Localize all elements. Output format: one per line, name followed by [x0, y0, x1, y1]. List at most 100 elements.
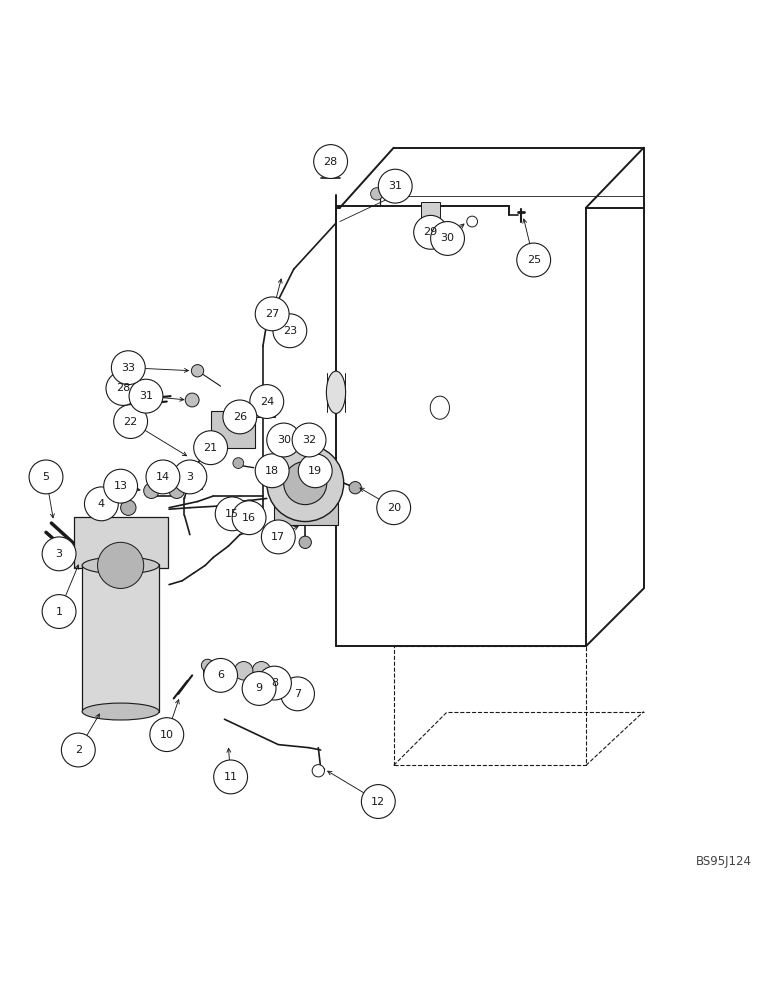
Circle shape: [191, 365, 204, 377]
Circle shape: [414, 215, 448, 249]
Text: 21: 21: [204, 443, 218, 453]
Circle shape: [214, 760, 248, 794]
Text: 19: 19: [308, 466, 322, 476]
Circle shape: [378, 169, 412, 203]
Circle shape: [516, 243, 550, 277]
Circle shape: [292, 423, 326, 457]
Text: 31: 31: [388, 181, 402, 191]
Circle shape: [185, 393, 199, 407]
Ellipse shape: [327, 371, 346, 413]
Circle shape: [223, 400, 257, 434]
Circle shape: [280, 677, 314, 711]
Text: 27: 27: [265, 309, 279, 319]
Text: 15: 15: [225, 509, 239, 519]
Text: 16: 16: [242, 513, 256, 523]
Text: 18: 18: [265, 466, 279, 476]
Text: 32: 32: [302, 435, 317, 445]
Circle shape: [42, 537, 76, 571]
Circle shape: [113, 405, 147, 438]
Circle shape: [250, 385, 283, 418]
Text: 5: 5: [42, 472, 49, 482]
Circle shape: [204, 658, 238, 692]
Bar: [254, 400, 276, 417]
Circle shape: [377, 491, 411, 525]
Circle shape: [313, 145, 347, 178]
Text: 29: 29: [424, 227, 438, 237]
Text: 31: 31: [139, 391, 153, 401]
Ellipse shape: [82, 557, 159, 574]
Circle shape: [283, 462, 327, 505]
Bar: [82, 564, 159, 712]
Circle shape: [258, 666, 291, 700]
Circle shape: [431, 222, 465, 255]
Text: 3: 3: [56, 549, 63, 559]
Circle shape: [150, 718, 184, 752]
Bar: [421, 202, 440, 232]
Text: 23: 23: [283, 326, 297, 336]
Circle shape: [298, 454, 332, 488]
Circle shape: [62, 733, 95, 767]
Circle shape: [169, 483, 185, 498]
Circle shape: [120, 500, 136, 515]
Text: BS95J124: BS95J124: [696, 855, 751, 868]
Circle shape: [106, 372, 140, 405]
Circle shape: [173, 460, 207, 494]
Circle shape: [256, 454, 289, 488]
Text: 26: 26: [233, 412, 247, 422]
Circle shape: [201, 659, 214, 672]
Circle shape: [267, 423, 300, 457]
Text: 3: 3: [186, 472, 193, 482]
Text: 24: 24: [259, 397, 274, 407]
Text: 12: 12: [371, 797, 385, 807]
Circle shape: [215, 497, 249, 531]
Text: 20: 20: [387, 503, 401, 513]
Circle shape: [242, 672, 276, 705]
Circle shape: [42, 595, 76, 628]
Text: 25: 25: [527, 255, 540, 265]
Text: 2: 2: [75, 745, 82, 755]
Text: 1: 1: [56, 607, 63, 617]
Text: 28: 28: [116, 383, 130, 393]
Bar: [275, 503, 337, 525]
Text: 30: 30: [276, 435, 291, 445]
Text: 8: 8: [271, 678, 278, 688]
Text: 17: 17: [271, 532, 286, 542]
Circle shape: [299, 536, 311, 548]
Circle shape: [252, 662, 271, 680]
Text: 28: 28: [323, 157, 337, 167]
Circle shape: [242, 500, 257, 515]
Bar: [203, 662, 225, 675]
Circle shape: [467, 216, 478, 227]
Ellipse shape: [82, 703, 159, 720]
Circle shape: [256, 297, 289, 331]
Circle shape: [312, 765, 324, 777]
Text: 13: 13: [113, 481, 127, 491]
Text: 30: 30: [441, 233, 455, 243]
Circle shape: [273, 314, 306, 348]
Circle shape: [194, 431, 228, 465]
Circle shape: [111, 351, 145, 385]
Circle shape: [420, 222, 429, 231]
Circle shape: [267, 445, 344, 522]
Text: 14: 14: [156, 472, 170, 482]
Text: 22: 22: [124, 417, 137, 427]
FancyBboxPatch shape: [74, 517, 168, 568]
Circle shape: [262, 520, 295, 554]
Circle shape: [103, 469, 137, 503]
Circle shape: [146, 460, 180, 494]
Text: 4: 4: [98, 499, 105, 509]
Circle shape: [277, 439, 287, 450]
Text: 10: 10: [160, 730, 174, 740]
Circle shape: [371, 188, 383, 200]
Circle shape: [97, 542, 144, 588]
Text: 7: 7: [294, 689, 301, 699]
Circle shape: [129, 379, 163, 413]
Text: 33: 33: [121, 363, 135, 373]
Text: 9: 9: [256, 683, 262, 693]
Text: 11: 11: [224, 772, 238, 782]
Circle shape: [361, 785, 395, 818]
Circle shape: [349, 482, 361, 494]
Circle shape: [84, 487, 118, 521]
Circle shape: [235, 662, 253, 680]
Circle shape: [232, 501, 266, 535]
